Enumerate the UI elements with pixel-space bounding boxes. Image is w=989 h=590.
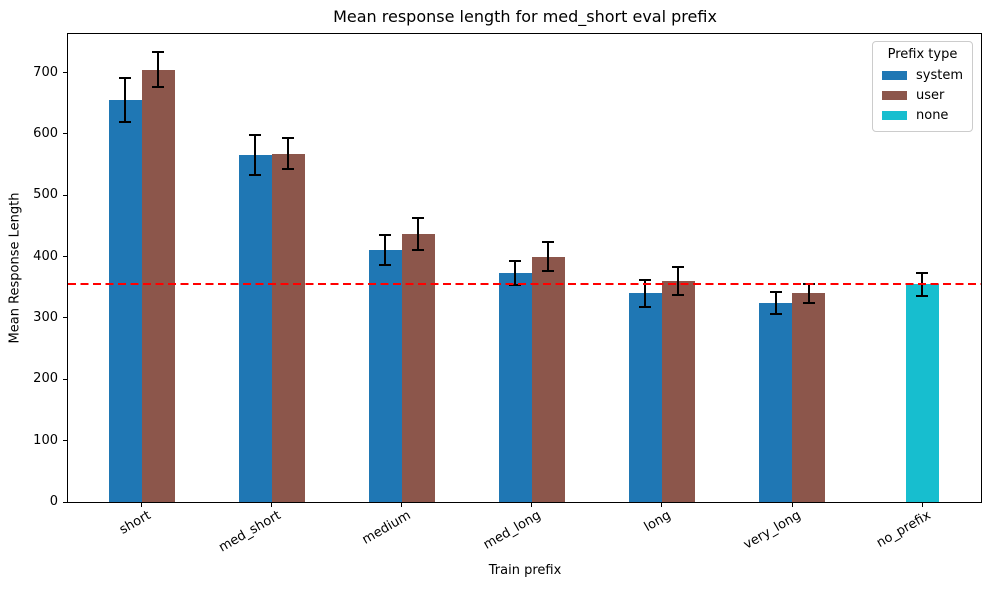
error-bar-cap-top (672, 266, 685, 269)
bar-user-med_long (531, 256, 565, 502)
legend-entry-user: user (882, 85, 963, 105)
x-tick-label: very_long (741, 508, 804, 553)
error-bar-cap-top (769, 291, 782, 294)
y-tick-mark (63, 440, 67, 442)
y-tick-label: 700 (33, 64, 58, 80)
error-bar-cap-bottom (412, 248, 425, 251)
error-bar-cap-bottom (379, 264, 392, 267)
error-bar-line (677, 267, 680, 296)
x-tick-mark (791, 503, 793, 507)
error-bar-cap-bottom (249, 174, 262, 177)
bar-system-short (108, 100, 142, 502)
x-tick-label: short (116, 508, 153, 538)
bar-system-very_long (759, 303, 793, 502)
y-tick-mark (63, 501, 67, 503)
error-bar-line (644, 279, 647, 307)
error-bar-cap-bottom (672, 294, 685, 297)
error-bar-line (254, 134, 257, 176)
error-bar-cap-bottom (282, 167, 295, 170)
error-bar-cap-top (152, 51, 164, 54)
bar-system-medium (368, 249, 402, 502)
x-tick-label: medium (359, 508, 414, 548)
y-tick-mark (63, 256, 67, 258)
bar-user-short (141, 69, 175, 502)
error-bar-line (287, 138, 290, 169)
y-tick-mark (63, 194, 67, 196)
x-tick-mark (531, 503, 533, 507)
legend: Prefix type system user none (872, 41, 973, 132)
x-tick-mark (661, 503, 663, 507)
legend-swatch-system (882, 70, 907, 80)
error-bar-line (124, 78, 126, 123)
error-bar-cap-bottom (802, 302, 815, 305)
bar-system-med_long (498, 273, 532, 502)
error-bar-cap-top (509, 259, 522, 262)
y-tick-label: 300 (33, 309, 58, 325)
y-tick-mark (63, 133, 67, 135)
error-bar-line (417, 218, 420, 250)
error-bar-cap-top (412, 217, 425, 219)
bar-user-very_long (792, 293, 826, 502)
y-tick-label: 200 (33, 371, 58, 387)
x-tick-mark (141, 503, 142, 507)
x-tick-mark (401, 503, 403, 507)
error-bar-cap-bottom (639, 305, 652, 308)
bar-system-med_short (238, 154, 272, 502)
error-bar-cap-bottom (152, 85, 164, 88)
error-bar-cap-top (379, 233, 392, 236)
x-tick-mark (271, 503, 273, 507)
legend-swatch-user (882, 90, 907, 100)
error-bar-cap-bottom (769, 313, 782, 316)
x-tick-label: long (641, 508, 674, 536)
x-tick-label: no_prefix (874, 508, 934, 551)
error-bar-cap-top (916, 271, 929, 274)
legend-entry-label: user (916, 87, 945, 103)
legend-entry-label: none (916, 107, 949, 123)
error-bar-cap-top (249, 133, 262, 136)
error-bar-cap-top (119, 77, 131, 80)
error-bar-line (514, 260, 517, 286)
plot-area: Prefix type system user none (67, 33, 982, 503)
y-tick-label: 100 (33, 432, 58, 448)
x-axis-label: Train prefix (488, 563, 562, 578)
bar-none-no_prefix (905, 284, 939, 502)
error-bar-line (807, 283, 810, 304)
legend-entry-label: system (916, 67, 963, 83)
legend-entries: system user none (882, 65, 963, 125)
error-bar-cap-bottom (119, 121, 131, 124)
y-tick-mark (63, 317, 67, 319)
bar-user-long (661, 281, 695, 502)
error-bar-cap-top (542, 240, 555, 243)
bar-system-long (628, 293, 662, 502)
error-bar-line (774, 292, 777, 315)
error-bar-line (547, 241, 550, 272)
reference-line (68, 283, 981, 286)
error-bar-cap-bottom (916, 294, 929, 297)
error-bar-cap-bottom (509, 284, 522, 287)
x-tick-mark (921, 503, 923, 507)
bar-user-medium (401, 233, 435, 502)
y-tick-mark (63, 72, 67, 74)
legend-title: Prefix type (887, 47, 958, 62)
error-bar-cap-top (282, 137, 295, 140)
error-bar-cap-top (639, 278, 652, 281)
legend-entry-system: system (882, 65, 963, 85)
bar-user-med_short (271, 153, 305, 502)
chart-title: Mean response length for med_short eval … (333, 7, 717, 26)
error-bar-line (157, 52, 159, 87)
y-tick-label: 500 (33, 187, 58, 203)
legend-entry-none: none (882, 105, 963, 125)
y-tick-label: 400 (33, 248, 58, 264)
y-tick-mark (63, 378, 67, 380)
y-tick-label: 600 (33, 125, 58, 141)
x-tick-label: med_short (216, 508, 284, 556)
error-bar-cap-bottom (542, 270, 555, 273)
error-bar-line (384, 234, 387, 266)
legend-swatch-none (882, 110, 907, 120)
y-tick-label: 0 (49, 494, 58, 509)
